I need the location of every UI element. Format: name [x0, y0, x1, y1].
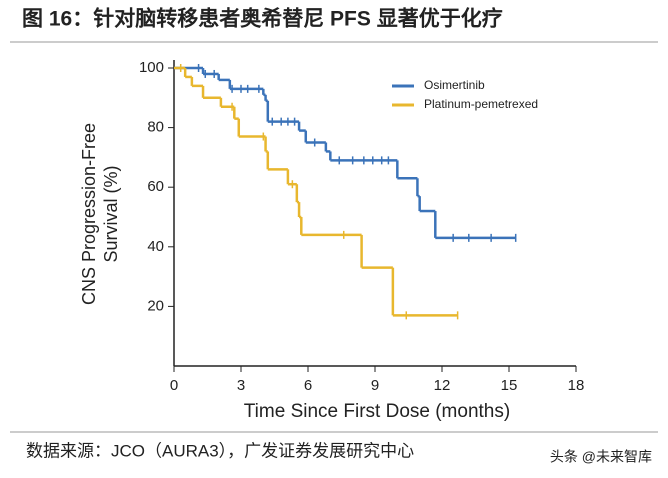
legend-label: Platinum-pemetrexed	[424, 97, 538, 111]
y-tick-label: 80	[147, 119, 164, 136]
watermark: 头条 @未来智库	[550, 449, 652, 465]
figure-title: 图 16：针对脑转移患者奥希替尼 PFS 显著优于化疗	[22, 7, 503, 31]
source: 数据来源：JCO（AURA3），广发证券发展研究中心	[26, 441, 414, 460]
x-tick-label: 3	[237, 377, 245, 394]
x-axis-label: Time Since First Dose (months)	[244, 401, 510, 422]
x-tick-label: 12	[434, 377, 451, 394]
legend-label: Osimertinib	[424, 78, 485, 92]
x-tick-label: 6	[304, 377, 312, 394]
x-tick-label: 9	[371, 377, 379, 394]
y-axis-label: CNS Progression-Free	[79, 123, 99, 305]
x-tick-label: 0	[170, 377, 178, 394]
y-tick-label: 100	[139, 59, 164, 76]
y-tick-label: 60	[147, 178, 164, 195]
y-tick-label: 40	[147, 238, 164, 255]
x-tick-label: 18	[568, 377, 585, 394]
y-axis-label: Survival (%)	[101, 165, 121, 262]
x-tick-label: 15	[501, 377, 518, 394]
y-tick-label: 20	[147, 297, 164, 314]
